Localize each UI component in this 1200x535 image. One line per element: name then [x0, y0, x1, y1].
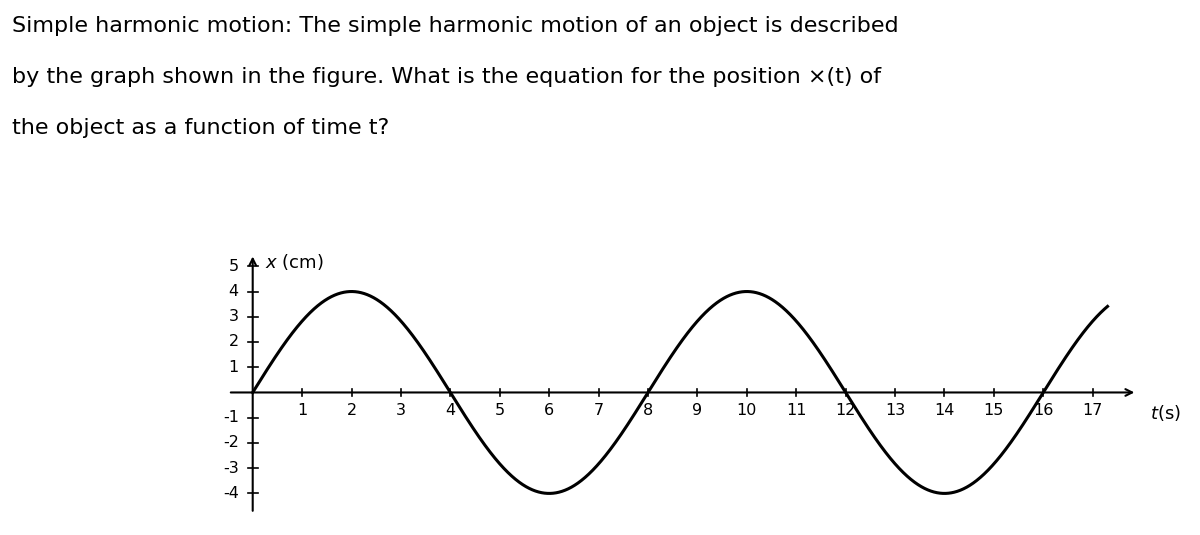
Text: 5: 5: [494, 403, 505, 418]
Text: 9: 9: [692, 403, 702, 418]
Text: 13: 13: [884, 403, 905, 418]
Text: 10: 10: [737, 403, 757, 418]
Text: 1: 1: [296, 403, 307, 418]
Text: -3: -3: [223, 461, 239, 476]
Text: 3: 3: [396, 403, 406, 418]
Text: 16: 16: [1033, 403, 1054, 418]
Text: 3: 3: [229, 309, 239, 324]
Text: -4: -4: [223, 486, 239, 501]
Text: Simple harmonic motion: The simple harmonic motion of an object is described: Simple harmonic motion: The simple harmo…: [12, 16, 899, 36]
Text: 15: 15: [984, 403, 1004, 418]
Text: by the graph shown in the figure. What is the equation for the position ×(t) of: by the graph shown in the figure. What i…: [12, 67, 881, 87]
Text: 8: 8: [643, 403, 653, 418]
Text: -1: -1: [223, 410, 239, 425]
Text: 14: 14: [935, 403, 955, 418]
Text: 2: 2: [347, 403, 356, 418]
Text: 12: 12: [835, 403, 856, 418]
Text: 2: 2: [229, 334, 239, 349]
Text: 17: 17: [1082, 403, 1103, 418]
Text: 4: 4: [445, 403, 456, 418]
Text: 5: 5: [229, 259, 239, 274]
Text: 7: 7: [594, 403, 604, 418]
Text: the object as a function of time t?: the object as a function of time t?: [12, 118, 389, 137]
Text: 1: 1: [229, 360, 239, 374]
Text: $\it{t}$(s): $\it{t}$(s): [1150, 403, 1181, 423]
Text: 11: 11: [786, 403, 806, 418]
Text: 4: 4: [229, 284, 239, 299]
Text: -2: -2: [223, 435, 239, 450]
Text: 6: 6: [544, 403, 554, 418]
Text: $\it{x}$ (cm): $\it{x}$ (cm): [265, 253, 324, 272]
